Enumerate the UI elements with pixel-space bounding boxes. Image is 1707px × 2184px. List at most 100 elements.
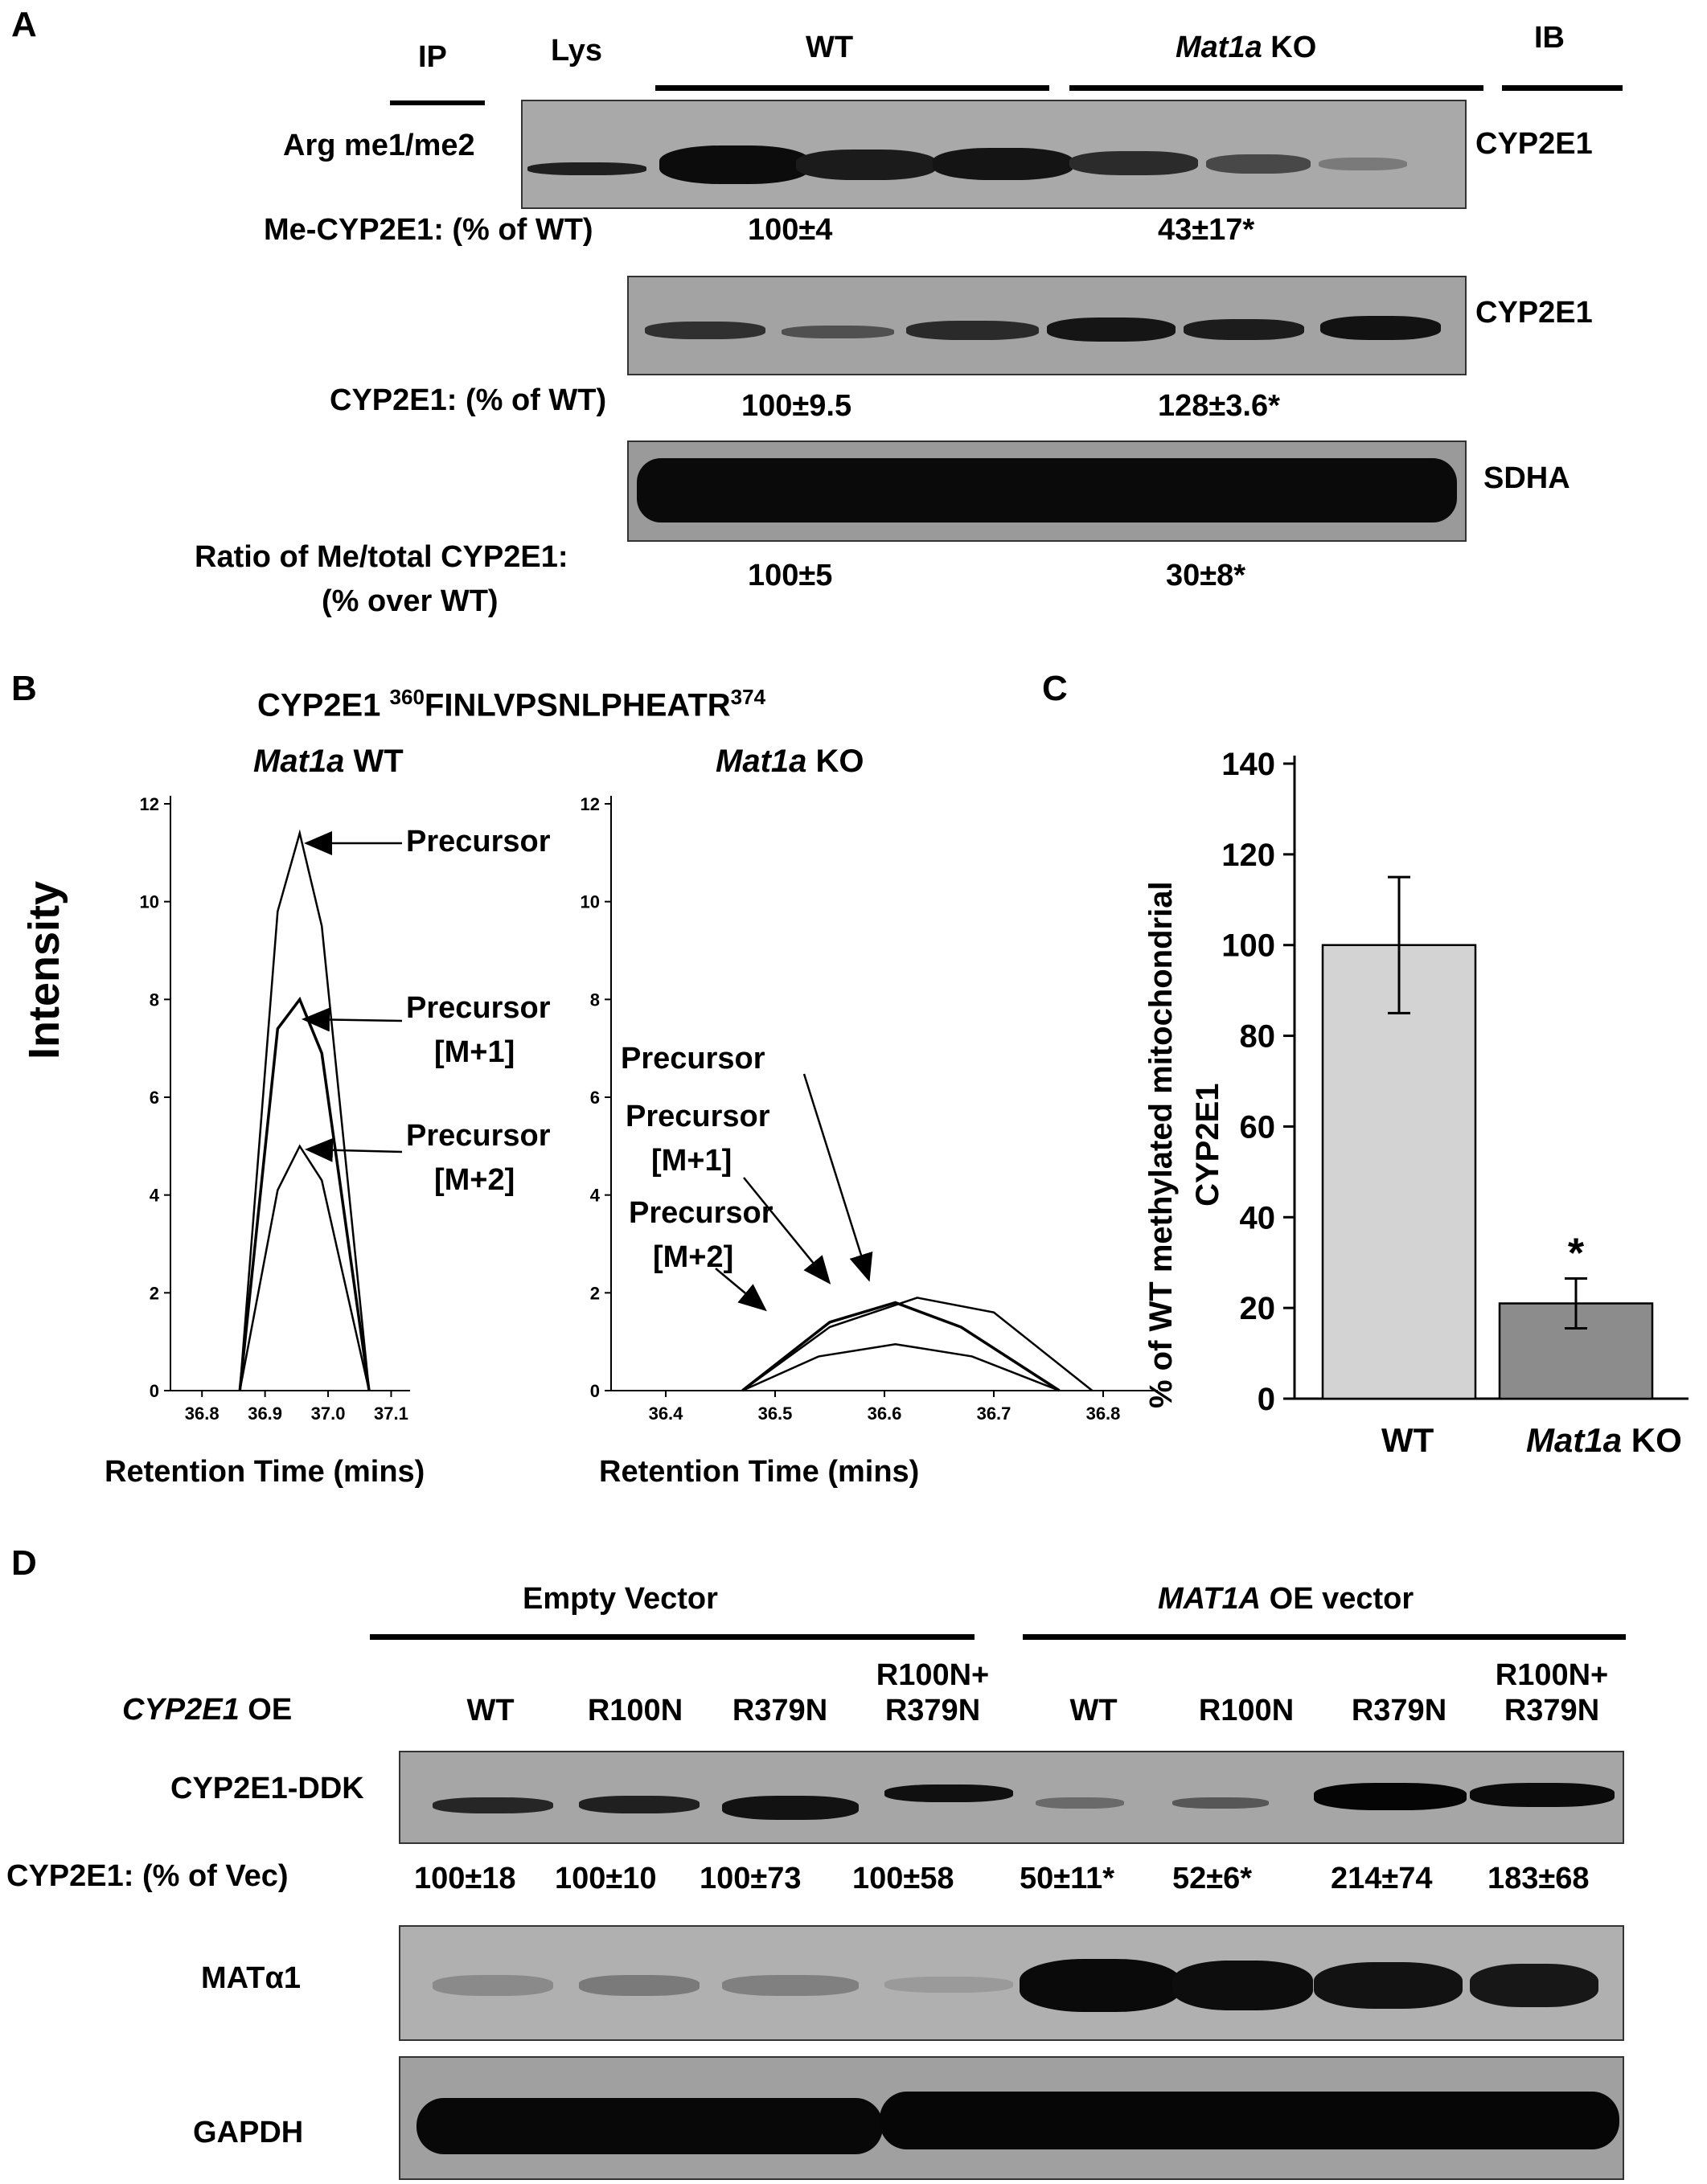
y-tick-label: 100: [1221, 928, 1275, 964]
ko-group-label: Mat1a KO: [1176, 31, 1317, 64]
ib-label: IB: [1534, 21, 1565, 55]
y-tick-label: 0: [590, 1381, 600, 1401]
wt-group-label: WT: [806, 31, 854, 64]
y-tick-label: 12: [581, 796, 600, 814]
ko-ann-m1-b: [M+1]: [651, 1144, 732, 1178]
row-label-mat-alpha1: MATα1: [201, 1961, 301, 1995]
quant-value: 100±58: [852, 1862, 954, 1895]
y-tick-label: 12: [140, 796, 159, 814]
row-label-cyp2e1-ddk: CYP2E1-DDK: [170, 1772, 364, 1805]
y-tick-label: 120: [1221, 838, 1275, 873]
significance-star: *: [1568, 1230, 1585, 1276]
quant-label: CYP2E1: (% of Vec): [6, 1859, 289, 1893]
lane-label: R100N: [587, 1694, 683, 1727]
lane-label: R379N: [1351, 1694, 1447, 1727]
y-tick-label: 8: [590, 990, 600, 1010]
x-tick-label: 36.9: [248, 1403, 282, 1423]
lane-label: R379N: [732, 1694, 828, 1727]
wt-ann-precursor: Precursor: [406, 825, 551, 858]
series-line: [238, 996, 371, 1391]
quant-value: 52±6*: [1172, 1862, 1253, 1895]
y-tick-label: 0: [150, 1381, 159, 1401]
arrow-wt-m1: [302, 1007, 403, 1032]
ip-label: IP: [418, 40, 447, 74]
x-tick-label: 36.8: [185, 1403, 220, 1423]
blot-gapdh: [399, 2056, 1624, 2180]
ko-ann-m2-b: [M+2]: [653, 1240, 734, 1274]
target-cyp2e1-1: CYP2E1: [1475, 127, 1593, 161]
total-cyp2e1-ko: 128±3.6*: [1158, 389, 1280, 423]
panel-a-letter: A: [11, 5, 37, 44]
ratio-label-1: Ratio of Me/total CYP2E1:: [195, 540, 568, 574]
arg-me-label: Arg me1/me2: [283, 129, 475, 162]
y-tick-label: 2: [150, 1283, 159, 1303]
x-tick-label: 36.7: [977, 1403, 1011, 1423]
x-tick-label: 36.6: [868, 1403, 902, 1423]
panel-d-letter: D: [11, 1543, 37, 1583]
lane-label: R100N: [1198, 1694, 1295, 1727]
series-line: [239, 1144, 371, 1391]
ip-underline: [390, 100, 485, 105]
quant-value: 100±10: [555, 1862, 657, 1895]
quant-value: 183±68: [1487, 1862, 1590, 1895]
x-tick-label: 37.1: [374, 1403, 408, 1423]
wt-ann-m2-a: Precursor: [406, 1119, 551, 1153]
arrow-ko-m1: [743, 1177, 831, 1285]
mat1a-oe-label: MAT1A OE vector: [1158, 1582, 1414, 1616]
y-tick-label: 0: [1258, 1382, 1275, 1417]
arrow-ko-precursor: [802, 1073, 873, 1282]
right-subtitle: Mat1a KO: [716, 744, 864, 779]
lane-label: WT: [466, 1694, 515, 1727]
wt-group-line: [655, 85, 1049, 91]
wt-ann-m1-a: Precursor: [406, 991, 551, 1025]
me-cyp2e1-ko: 43±17*: [1158, 213, 1255, 247]
y-tick-label: 60: [1240, 1109, 1276, 1145]
y-tick-label: 20: [1240, 1291, 1276, 1326]
left-subtitle: Mat1a WT: [253, 744, 404, 779]
ko-ann-precursor: Precursor: [621, 1042, 765, 1076]
row-label-gapdh: GAPDH: [193, 2116, 304, 2149]
y-tick-label: 140: [1221, 747, 1275, 782]
blot-sdha: [627, 440, 1467, 542]
me-cyp2e1-label: Me-CYP2E1: (% of WT): [264, 213, 593, 247]
y-tick-label: 2: [590, 1283, 600, 1303]
wt-ann-m2-b: [M+2]: [434, 1163, 515, 1197]
panel-b-letter: B: [11, 669, 37, 708]
annotation-arrows: [302, 831, 873, 1312]
lys-label: Lys: [551, 34, 603, 68]
ratio-wt: 100±5: [748, 559, 833, 592]
quant-value: 50±11*: [1020, 1862, 1115, 1895]
y-tick-label: 10: [140, 892, 159, 912]
panel-b-title: CYP2E1 360FINLVPSNLPHEATR374: [257, 685, 766, 723]
blot-arg-me: [521, 100, 1467, 209]
ko-ann-m1-a: Precursor: [626, 1100, 770, 1133]
empty-vector-line: [370, 1634, 975, 1640]
y-tick-label: 4: [150, 1186, 160, 1206]
y-tick-label: 40: [1240, 1200, 1276, 1235]
x-tick-label: 37.0: [311, 1403, 346, 1423]
ko-group-line: [1069, 85, 1483, 91]
me-cyp2e1-wt: 100±4: [748, 213, 833, 247]
chromatogram-ko: 0 2 4 6 8 10 12 36.4 36.5 36.6 36.7 36.8: [581, 796, 1158, 1423]
chromatogram-wt: 0 2 4 6 8 10 12 36.8 36.9 37.0 37.1: [140, 796, 410, 1423]
total-cyp2e1-label: CYP2E1: (% of WT): [330, 383, 607, 417]
ib-underline: [1502, 85, 1623, 91]
blot-cyp2e1-ddk: [399, 1751, 1624, 1844]
target-sdha: SDHA: [1483, 461, 1570, 495]
x-tick-label: 36.8: [1086, 1403, 1121, 1423]
y-tick-label: 80: [1240, 1019, 1276, 1055]
total-cyp2e1-wt: 100±9.5: [741, 389, 852, 423]
lane-label: R100N+ R379N: [1495, 1658, 1609, 1727]
arrow-ko-m2: [715, 1268, 767, 1312]
ratio-label-2: (% over WT): [322, 584, 499, 618]
blot-cyp2e1: [627, 276, 1467, 375]
y-tick-label: 6: [150, 1088, 159, 1108]
bar: [1321, 944, 1477, 1400]
series-line: [741, 1342, 1061, 1392]
quant-value: 100±18: [414, 1862, 516, 1895]
mat1a-oe-line: [1023, 1634, 1626, 1640]
panel-c-letter: C: [1042, 669, 1068, 708]
series-line: [239, 829, 371, 1391]
x-tick-label: 36.5: [758, 1403, 793, 1423]
y-tick-label: 4: [590, 1186, 601, 1206]
